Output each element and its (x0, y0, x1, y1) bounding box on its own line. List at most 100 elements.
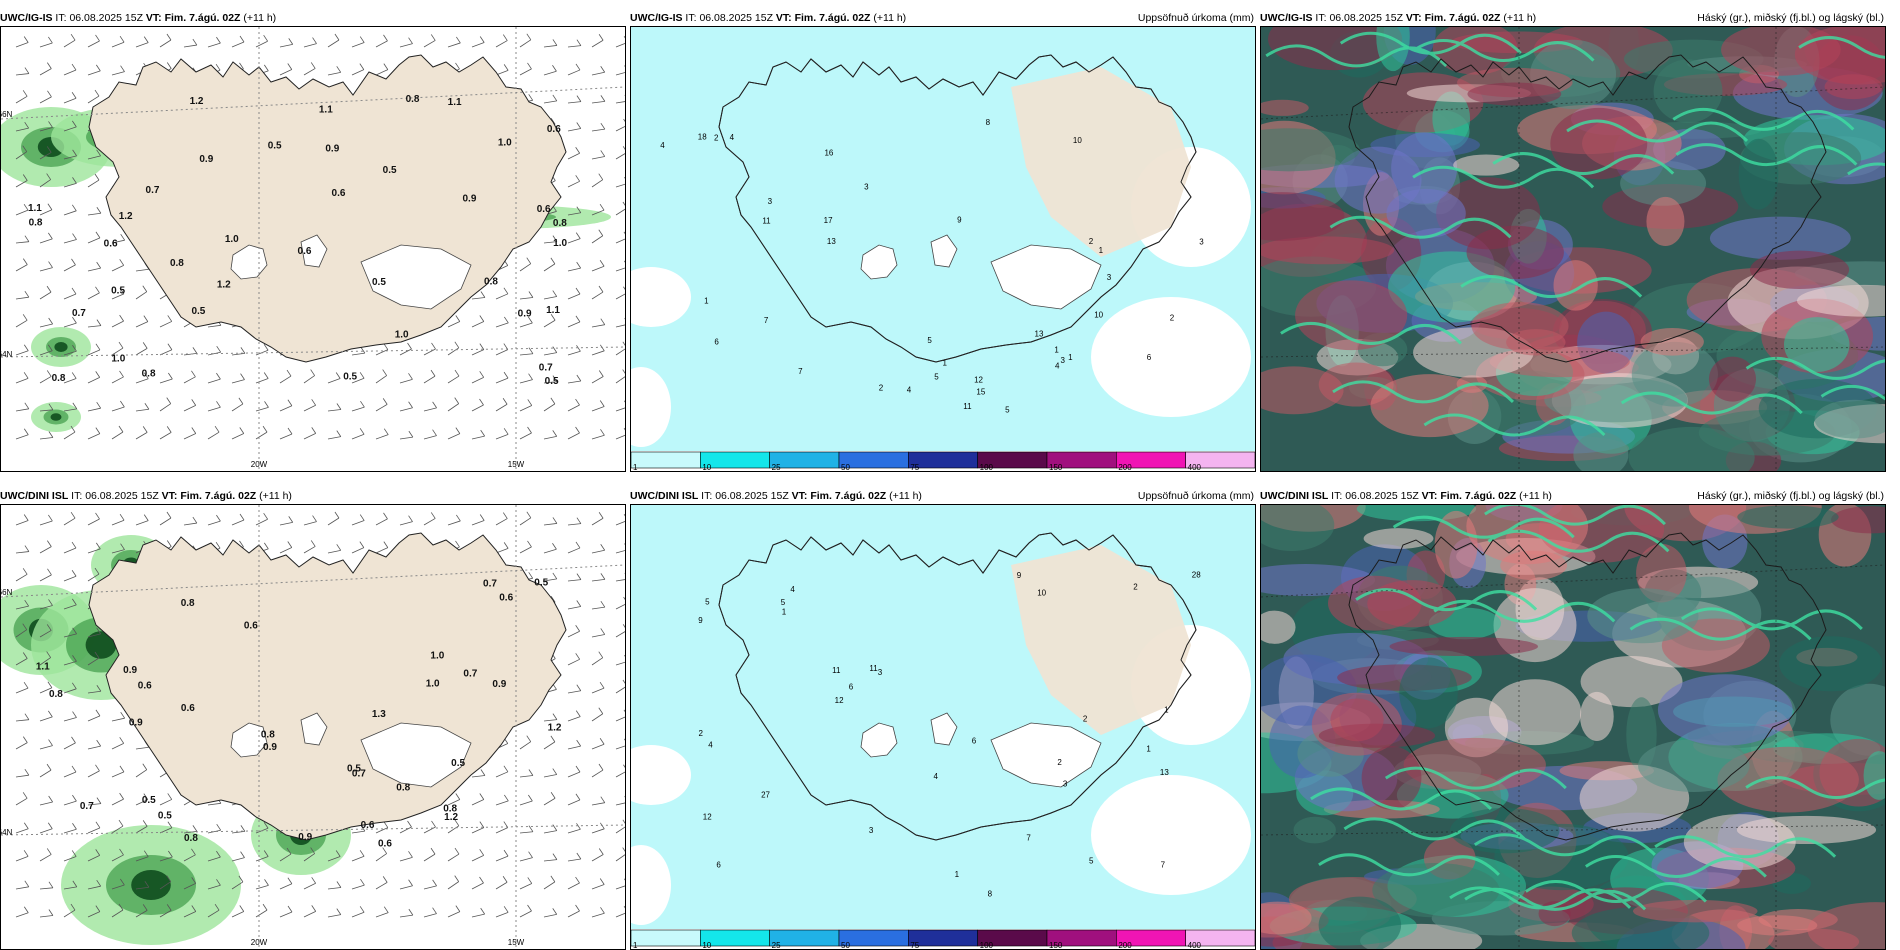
it-label: IT: (1315, 12, 1327, 24)
glacier (360, 722, 472, 788)
dry-land (1011, 545, 1191, 735)
vt-label: VT: (1421, 490, 1438, 502)
glacier (300, 712, 328, 746)
value-label: 0.8 (170, 258, 184, 269)
precip-value: 17 (824, 216, 833, 225)
value-label: 0.9 (263, 742, 277, 753)
precip-value: 4 (730, 133, 735, 142)
precip-value: 2 (1170, 313, 1175, 322)
it-label: IT: (701, 490, 713, 502)
value-label: 0.7 (72, 308, 86, 319)
legend-tick: 400 (1188, 463, 1202, 471)
precip-value: 4 (907, 386, 912, 395)
precip-value: 12 (703, 812, 712, 821)
precip-map: 2164351210118925731461127282121395341217… (631, 505, 1255, 949)
valid-time: Fim. 7.ágú. 02Z (1424, 12, 1501, 24)
value-label: 0.8 (49, 689, 63, 700)
value-label: 1.0 (553, 238, 567, 249)
value-label: 0.5 (142, 795, 156, 806)
value-label: 0.7 (146, 185, 160, 196)
value-label: 0.9 (325, 143, 339, 154)
value-label: 1.2 (548, 723, 562, 734)
precip-value: 28 (1192, 570, 1201, 579)
field-title: Háský (gr.), miðský (fj.bl.) og lágský (… (1697, 12, 1884, 24)
model-name: UWC/DINI ISL (630, 490, 699, 502)
precip-value: 8 (986, 118, 991, 127)
value-label: 0.8 (184, 833, 198, 844)
lat-label: 66N (1, 588, 13, 597)
latitude-line (1261, 86, 1885, 120)
precip-value: 11 (869, 664, 878, 673)
precip-value: 12 (835, 696, 844, 705)
precip-value: 1 (942, 359, 947, 368)
panel-ig-precip: UWC/IG-IS IT: 06.08.2025 15Z VT: Fim. 7.… (630, 10, 1256, 472)
low-cloud-edges (1310, 505, 1885, 911)
value-label: 0.6 (332, 188, 346, 199)
valid-time: Fim. 7.ágú. 02Z (794, 12, 871, 24)
value-label: 0.9 (492, 679, 506, 690)
value-label: 0.6 (361, 820, 375, 831)
wind-number-labels: 0.60.80.50.9 0.70.61.20.60.90.50.71.10.80… (36, 577, 562, 849)
map-frame: 2 1 9 4 3 6 5 1 2 3 7 6 4 5 10 15 1 3 2 1 4 3 11 13 12 7 8 11 16 17 18… (630, 26, 1256, 472)
precip-value: 2 (1057, 758, 1062, 767)
value-label: 0.9 (462, 193, 476, 204)
model-name: UWC/IG-IS (0, 12, 53, 24)
glacier (230, 244, 268, 280)
value-label: 0.8 (484, 276, 498, 287)
value-label: 0.5 (158, 811, 172, 822)
precip-value: 15 (976, 388, 985, 397)
precip-value: 27 (761, 790, 770, 799)
value-label: 0.8 (553, 218, 567, 229)
legend-swatch (631, 929, 701, 947)
lead-time: (+11 h) (873, 12, 907, 24)
dry-land (1011, 67, 1191, 257)
wind-number-labels: 0.9 0.6 0.5 0.8 1.0 1.1 1.2 0.8 0.9 1.0 0.7 0.8 0.9 0… (28, 94, 568, 387)
legend-tick: 200 (1118, 463, 1132, 471)
latitude-line (1, 564, 625, 598)
value-label: 1.0 (395, 330, 409, 341)
value-label: 1.1 (319, 105, 333, 116)
value-label: 0.6 (138, 680, 152, 691)
precip-value: 1 (1146, 744, 1151, 753)
map-frame (1260, 504, 1886, 950)
precip-value: 7 (764, 316, 769, 325)
vt-label: VT: (791, 490, 808, 502)
latitude-line (1, 824, 625, 836)
model-name: UWC/IG-IS (1260, 12, 1313, 24)
precip-value: 13 (827, 237, 836, 246)
value-label: 0.6 (244, 620, 258, 631)
panel-header: UWC/DINI ISL IT: 06.08.2025 15Z VT: Fim.… (0, 488, 626, 504)
glacier (930, 234, 958, 268)
precip-value: 9 (1017, 571, 1022, 580)
value-label: 0.6 (547, 124, 561, 135)
precip-value: 1 (1068, 353, 1073, 362)
valid-time: Fim. 7.ágú. 02Z (164, 12, 241, 24)
legend-swatch (1185, 929, 1255, 947)
precip-value: 5 (927, 336, 932, 345)
valid-time: Fim. 7.ágú. 02Z (810, 490, 887, 502)
precip-value: 2 (699, 729, 704, 738)
value-label: 0.9 (298, 832, 312, 843)
model-name: UWC/IG-IS (630, 12, 683, 24)
cloud-layers (1261, 27, 1885, 471)
value-label: 1.0 (498, 138, 512, 149)
value-label: 0.9 (199, 154, 213, 165)
lon-label: 20W (251, 938, 268, 947)
precip-legend: 1 10 25 50 75 100 150 200 400 (631, 929, 1255, 949)
value-label: 0.6 (298, 246, 312, 257)
legend-tick: 1 (633, 463, 638, 471)
glacier (230, 722, 268, 758)
glacier (860, 722, 898, 758)
lead-time: (+11 h) (1519, 490, 1552, 502)
iceland-coastline (1348, 532, 1827, 841)
precip-value: 4 (790, 585, 795, 594)
low-cloud-edges (1265, 31, 1885, 437)
legend-tick: 1 (633, 941, 638, 949)
precip-value: 6 (716, 860, 721, 869)
init-time: 06.08.2025 15Z (699, 12, 773, 24)
precip-value: 10 (1037, 589, 1046, 598)
precip-value: 2 (714, 134, 719, 143)
precip-value: 1 (1054, 346, 1059, 355)
vt-label: VT: (161, 490, 178, 502)
vt-label: VT: (145, 12, 162, 24)
